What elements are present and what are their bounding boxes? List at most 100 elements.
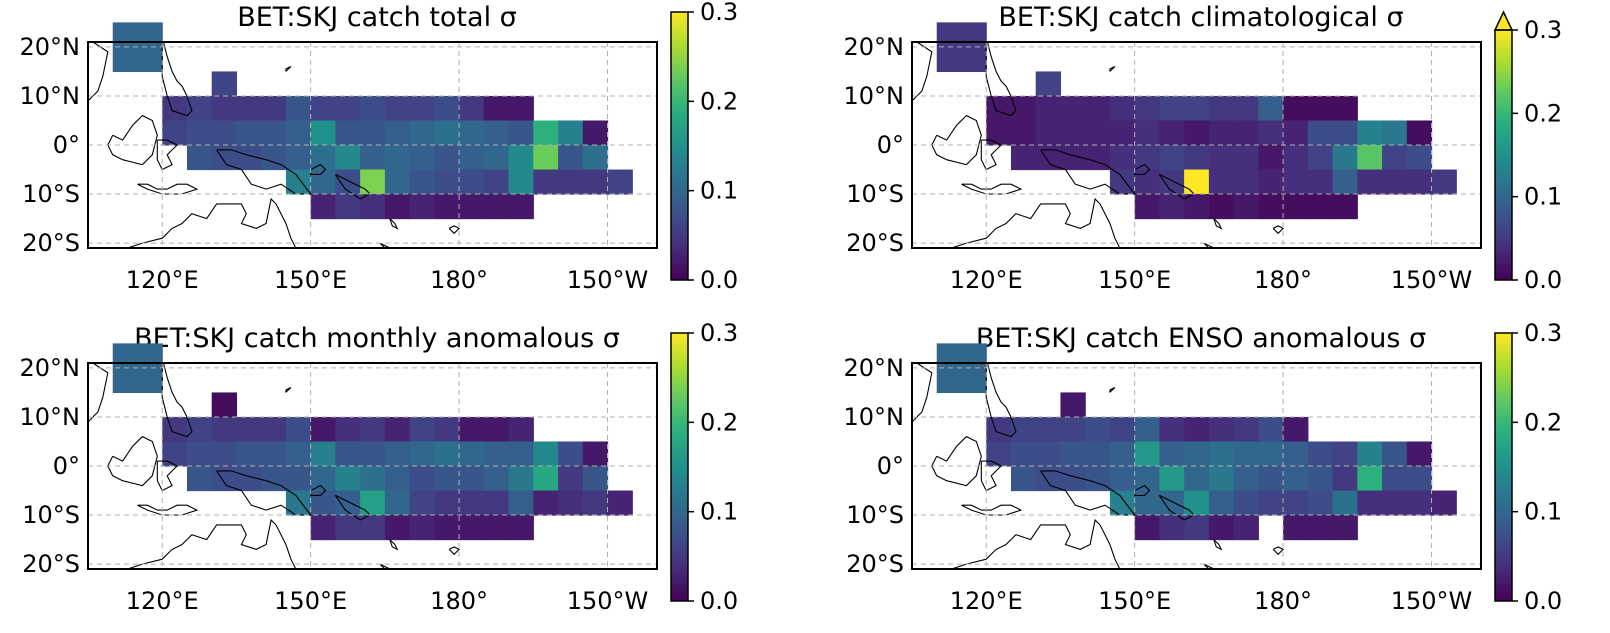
heatmap-cell <box>1035 466 1062 492</box>
y-tick-label: 20°S <box>22 229 80 257</box>
heatmap-cell <box>986 120 1012 146</box>
heatmap-cells <box>112 22 633 220</box>
heatmap-cell <box>384 466 411 492</box>
y-tick-label: 10°S <box>22 501 80 529</box>
x-tick-label: 150°E <box>1098 587 1171 615</box>
coastline-path <box>1158 494 1195 521</box>
heatmap-cell <box>434 466 460 492</box>
heatmap-cell <box>1134 490 1160 516</box>
heatmap-cell <box>1283 194 1309 220</box>
heatmap-cell <box>459 466 485 492</box>
heatmap-cells <box>936 22 1457 220</box>
heatmap-cell <box>508 515 534 541</box>
heatmap-cell <box>558 466 584 492</box>
heatmap-cell <box>1258 120 1284 146</box>
y-tick-label: 20°S <box>22 550 80 578</box>
heatmap-cell <box>1357 490 1383 516</box>
heatmap-cell <box>483 194 510 220</box>
panel-title: BET:SKJ catch total σ <box>237 2 517 33</box>
heatmap-cell <box>459 95 485 122</box>
heatmap-cell <box>1233 490 1259 516</box>
heatmap-cell <box>459 515 485 541</box>
coastline-path <box>985 42 1017 117</box>
heatmap-cell <box>1208 515 1235 541</box>
heatmap-cell <box>162 120 188 146</box>
coastline-path <box>310 163 327 175</box>
heatmap-cell <box>1159 194 1185 220</box>
heatmap-cell <box>310 95 336 122</box>
heatmap-cell <box>1035 441 1062 467</box>
heatmap-cell <box>1382 169 1408 195</box>
heatmap-cell <box>434 120 460 146</box>
x-tick-label: 150°W <box>1391 587 1473 615</box>
heatmap-cell <box>1035 71 1062 97</box>
x-tick-label: 150°E <box>274 587 347 615</box>
x-tick-label: 180° <box>430 587 488 615</box>
heatmap-cell <box>1085 441 1111 467</box>
heatmap-cell <box>1159 515 1185 541</box>
heatmap-cell <box>409 416 435 443</box>
coastline-path <box>334 173 371 200</box>
coastline-path <box>216 149 312 195</box>
heatmap-cell <box>1184 515 1210 541</box>
heatmap-cell <box>1159 95 1185 122</box>
heatmap-cell <box>1208 490 1235 516</box>
heatmap-cell <box>1283 95 1309 122</box>
heatmap-cell <box>1283 515 1309 541</box>
heatmap-cell <box>582 145 609 171</box>
gridlines <box>88 42 657 248</box>
heatmap-cell <box>1233 95 1259 122</box>
coastline-path <box>161 42 193 117</box>
heatmap-cell <box>1233 515 1259 541</box>
heatmap-cell <box>533 466 559 492</box>
heatmap-cell <box>1406 441 1433 467</box>
colorbar-tick-label: 0.2 <box>700 408 738 436</box>
heatmap-cell <box>533 120 559 146</box>
coastline-path <box>1213 539 1223 551</box>
gridlines <box>912 42 1481 248</box>
colorbar-tick-label: 0.2 <box>1524 408 1562 436</box>
heatmap-cell <box>1283 120 1309 146</box>
heatmap-cell <box>1208 145 1235 171</box>
heatmap-cell <box>186 145 213 171</box>
heatmap-cell <box>1109 120 1136 146</box>
x-tick-label: 120°E <box>126 266 199 294</box>
colorbar: 0.0 0.1 0.2 0.3 <box>670 0 738 294</box>
coastline-path <box>931 114 982 166</box>
heatmap-cell <box>1208 416 1235 443</box>
heatmap-cell <box>1134 120 1160 146</box>
heatmap-cell <box>384 120 411 146</box>
heatmap-cell <box>409 490 435 516</box>
panel-title: BET:SKJ catch ENSO anomalous σ <box>976 323 1426 354</box>
coastline-path <box>1134 163 1151 175</box>
heatmap-cell <box>409 145 435 171</box>
heatmap-cell <box>1159 466 1185 492</box>
colorbar-extend-arrow <box>1493 10 1514 31</box>
heatmap-cell <box>1332 194 1358 220</box>
colorbar-gradient <box>1495 30 1512 280</box>
x-tick-label: 150°W <box>567 587 649 615</box>
panel-monthly-anomalous: BET:SKJ catch monthly anomalous σ 120°E … <box>20 319 739 615</box>
coastline-path <box>1040 149 1136 195</box>
heatmap-cell <box>1283 466 1309 492</box>
heatmap-cell <box>1060 441 1086 467</box>
colorbar-tick-label: 0.3 <box>700 319 738 347</box>
heatmap-cell <box>211 145 238 171</box>
heatmap-cell <box>1382 120 1408 146</box>
x-tick-label: 120°E <box>950 587 1023 615</box>
heatmap-cell <box>261 120 287 146</box>
heatmap-cell <box>384 95 411 122</box>
heatmap-cell <box>285 416 312 443</box>
heatmap-cell <box>1406 120 1433 146</box>
heatmap-cell <box>1159 441 1185 467</box>
heatmap-cell <box>1134 441 1160 467</box>
heatmap-cell <box>582 466 609 492</box>
heatmap-cell <box>360 416 386 443</box>
heatmap-cell <box>1283 441 1309 467</box>
colorbar: 0.0 0.1 0.2 0.3 <box>670 319 738 615</box>
x-tick-label: 180° <box>1254 587 1312 615</box>
heatmap-cell <box>1258 490 1284 516</box>
heatmap-cell <box>1233 120 1259 146</box>
heatmap-cell <box>1134 416 1160 443</box>
heatmap-cell <box>533 490 559 516</box>
